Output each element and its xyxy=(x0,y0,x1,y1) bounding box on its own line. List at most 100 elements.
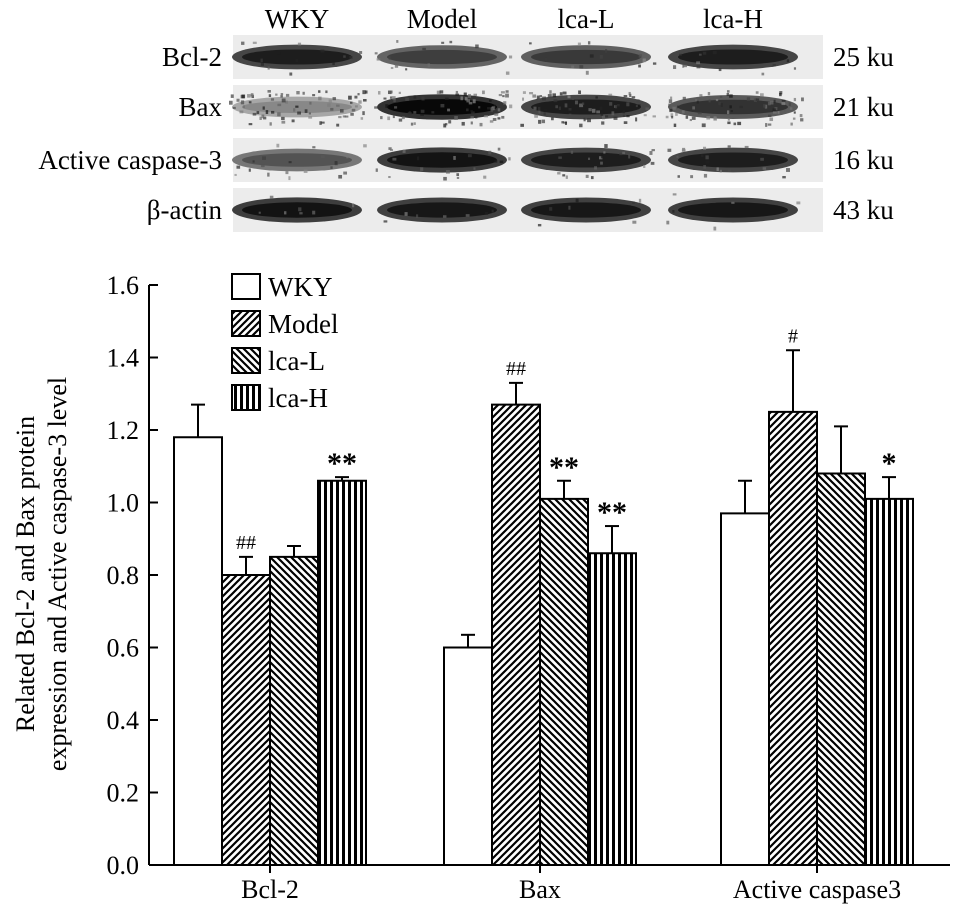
blot-speckle xyxy=(348,95,352,100)
blot-speckle xyxy=(562,174,566,177)
y-tick-label: 1.2 xyxy=(107,416,140,445)
blot-speckle xyxy=(232,106,236,109)
blot-speckle xyxy=(502,95,505,98)
blot-speckle xyxy=(269,122,272,126)
blot-speckle xyxy=(265,110,269,114)
blot-band-core xyxy=(242,49,352,65)
blot-speckle xyxy=(623,121,628,124)
blot-speckle xyxy=(675,112,678,116)
blot-speckle xyxy=(390,66,394,70)
blot-speckle xyxy=(365,90,368,94)
blot-speckle xyxy=(473,167,476,170)
blot-speckle xyxy=(505,93,509,98)
blot-speckle xyxy=(468,93,471,98)
blot-speckle xyxy=(309,101,312,105)
blot-speckle xyxy=(280,93,284,96)
western-blot-panel: WKY Model lca-L lca-H Bcl-2 25 ku Bax 21 ku Act… xyxy=(38,4,894,232)
blot-speckle xyxy=(250,94,254,97)
blot-speckle xyxy=(577,42,581,46)
blot-speckle xyxy=(234,173,237,176)
y-tick-label: 1.6 xyxy=(107,271,140,300)
blot-speckle xyxy=(784,109,787,113)
blot-speckle xyxy=(579,103,584,108)
blot-row-label: Active caspase-3 xyxy=(38,145,222,175)
blot-speckle xyxy=(388,147,392,150)
blot-speckle xyxy=(727,121,731,125)
blot-speckle xyxy=(508,157,511,161)
blot-speckle xyxy=(259,116,262,120)
blot-speckle xyxy=(443,123,447,128)
blot-speckle xyxy=(420,113,424,116)
blot-speckle xyxy=(285,100,288,104)
blot-speckle xyxy=(779,92,782,97)
blot-speckle xyxy=(703,164,706,169)
blot-speckle xyxy=(670,96,673,100)
blot-speckle xyxy=(398,118,403,122)
blot-speckle xyxy=(601,121,605,125)
blot-row-mw: 43 ku xyxy=(833,195,894,225)
blot-speckle xyxy=(443,176,447,181)
blot-speckle xyxy=(453,155,456,160)
blot-speckle xyxy=(719,95,723,98)
blot-speckle xyxy=(677,105,680,109)
blot-speckle xyxy=(327,103,331,107)
legend-swatch xyxy=(231,273,261,300)
lane-label-lca-h: lca-H xyxy=(703,4,763,34)
blot-speckle xyxy=(318,90,321,93)
blot-speckle xyxy=(587,157,591,161)
blot-speckle xyxy=(579,65,584,69)
blot-speckle xyxy=(505,90,509,93)
blot-speckle xyxy=(715,98,719,102)
blot-speckle xyxy=(236,165,241,169)
blot-speckle xyxy=(390,148,394,152)
blot-speckle xyxy=(402,149,406,153)
blot-speckle xyxy=(600,112,604,116)
blot-speckle xyxy=(629,93,632,97)
blot-speckle xyxy=(538,119,542,124)
blot-speckle xyxy=(383,220,388,223)
blot-speckle xyxy=(571,65,575,69)
blot-speckle xyxy=(599,106,603,110)
blot-speckle xyxy=(534,114,538,118)
blot-speckle xyxy=(638,64,641,68)
blot-speckle xyxy=(387,116,391,121)
blot-speckle xyxy=(755,98,760,101)
blot-speckle xyxy=(712,50,717,55)
blot-speckle xyxy=(242,105,245,109)
blot-speckle xyxy=(380,116,383,120)
blot-band-core xyxy=(678,202,788,218)
blot-speckle xyxy=(529,91,534,95)
blot-speckle xyxy=(398,91,401,94)
blot-speckle xyxy=(561,121,564,124)
y-tick-label: 0.6 xyxy=(107,634,140,663)
blot-speckle xyxy=(690,175,694,179)
blot-speckle xyxy=(299,212,303,215)
blot-speckle xyxy=(420,109,425,113)
blot-speckle xyxy=(490,107,493,112)
blot-band-core xyxy=(531,152,641,168)
blot-speckle xyxy=(475,44,479,49)
blot-speckle xyxy=(248,101,252,104)
blot-speckle xyxy=(575,198,579,203)
blot-speckle xyxy=(360,117,364,120)
blot-speckle xyxy=(699,94,703,97)
blot-speckle xyxy=(705,160,710,164)
blot-speckle xyxy=(466,108,469,112)
chart-bars: #####******* xyxy=(173,325,914,866)
blot-speckle xyxy=(426,116,430,120)
blot-band-core xyxy=(387,202,497,218)
blot-band-core xyxy=(242,202,352,218)
legend-label: WKY xyxy=(268,272,332,302)
blot-band-core xyxy=(678,99,788,115)
blot-speckle xyxy=(492,117,497,121)
blot-speckle xyxy=(464,97,468,101)
blot-speckle xyxy=(603,151,606,154)
blot-speckle xyxy=(447,108,451,112)
bar xyxy=(720,512,770,866)
blot-speckle xyxy=(276,143,280,148)
blot-speckle xyxy=(338,174,343,179)
blot-speckle xyxy=(332,62,335,66)
blot-speckle xyxy=(584,117,588,120)
bar xyxy=(491,403,541,866)
blot-speckle xyxy=(396,40,399,43)
